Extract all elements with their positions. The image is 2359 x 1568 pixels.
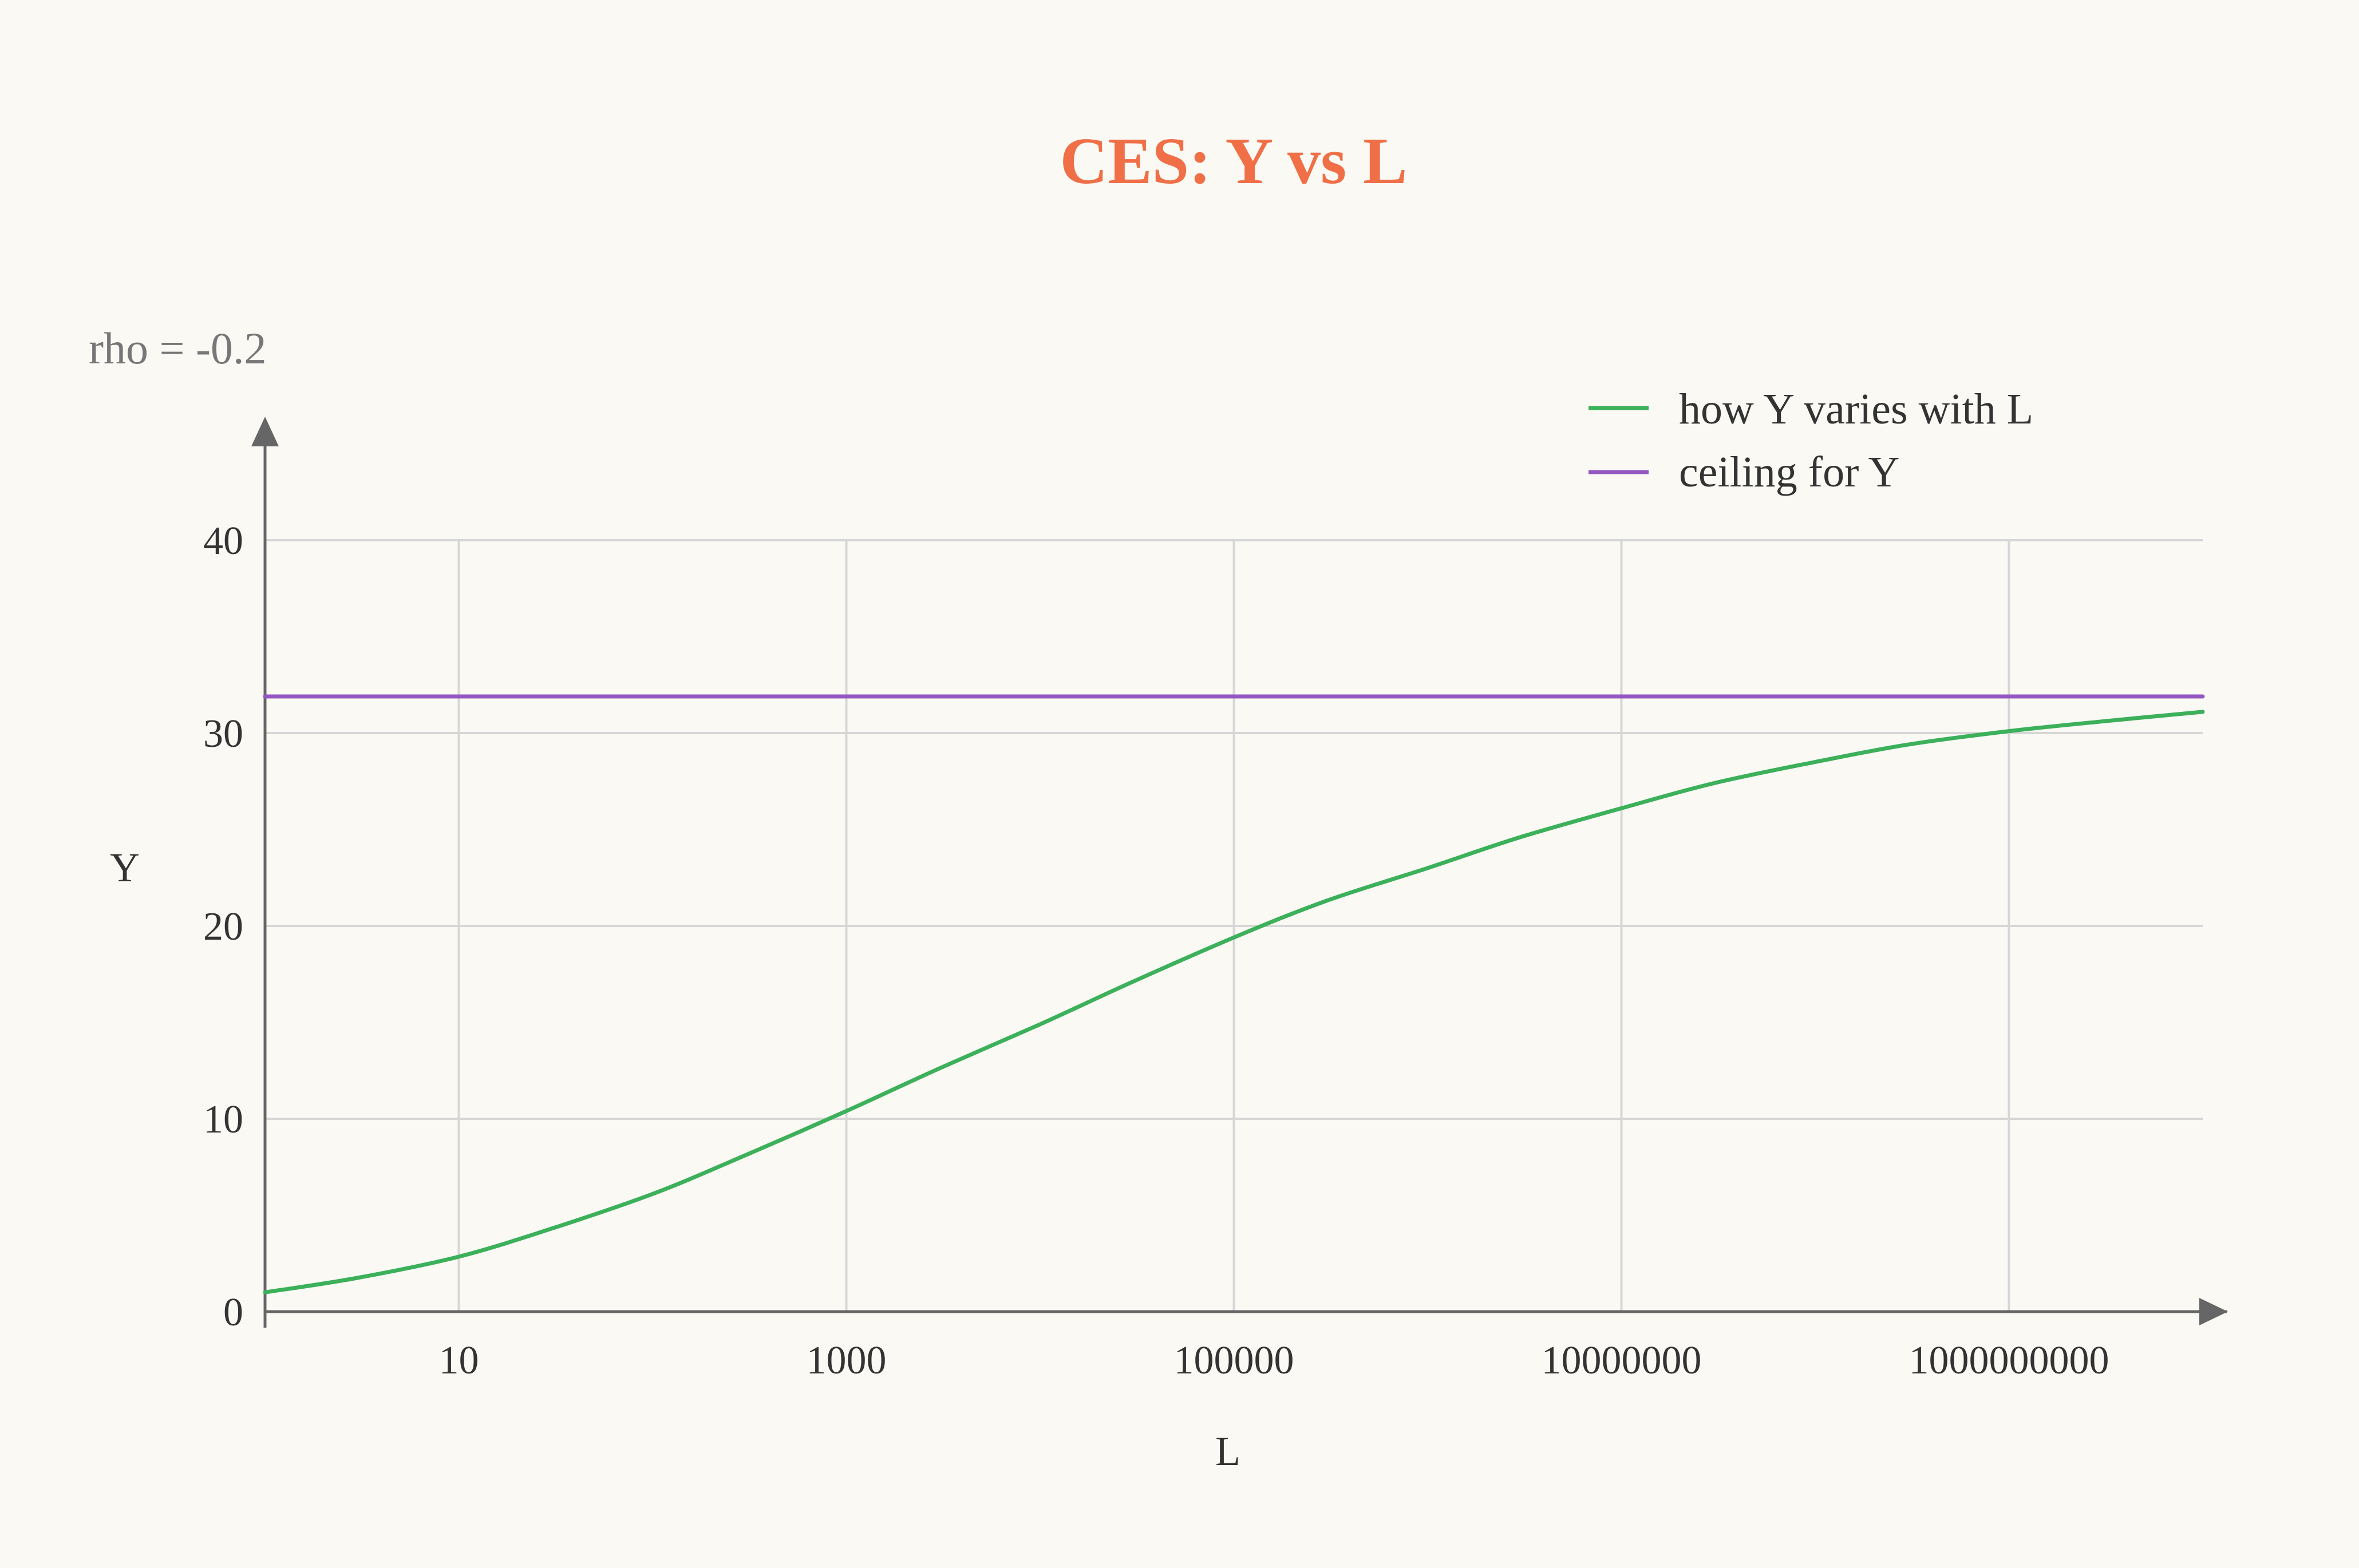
y-axis-label: Y [110,845,140,890]
series-lines [263,694,2205,1294]
x-tick-label: 10 [439,1339,479,1383]
x-tick-label: 1000000000 [1909,1339,2109,1383]
y-tick-label: 20 [203,905,243,949]
y-tick-labels: 0 10 20 30 40 [203,519,243,1335]
axes [251,417,2228,1328]
y-axis-arrow [251,417,279,446]
x-tick-label: 1000 [807,1339,887,1383]
y-tick-label: 0 [223,1290,243,1335]
legend-label-0: how Y varies with L [1679,385,2033,433]
x-axis-arrow [2199,1298,2228,1325]
y-tick-label: 10 [203,1098,243,1142]
x-axis-label: L [1215,1428,1240,1474]
rho-annotation: rho = -0.2 [89,323,266,373]
x-tick-labels: 10 1000 100000 10000000 1000000000 [439,1339,2109,1383]
x-tick-label: 100000 [1174,1339,1294,1383]
chart-title: CES: Y vs L [1060,125,1408,198]
series-line-0 [263,710,2205,1294]
legend: how Y varies with L ceiling for Y [1589,385,2033,496]
legend-label-1: ceiling for Y [1679,448,1900,496]
x-tick-label: 10000000 [1542,1339,1702,1383]
grid [265,539,2203,1312]
y-tick-label: 40 [203,519,243,563]
y-tick-label: 30 [203,712,243,756]
